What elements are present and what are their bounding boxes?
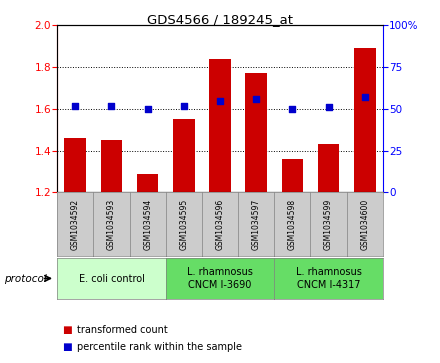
Text: protocol: protocol: [4, 274, 47, 284]
Text: GSM1034600: GSM1034600: [360, 199, 369, 250]
Text: L. rhamnosus
CNCM I-4317: L. rhamnosus CNCM I-4317: [296, 268, 362, 290]
Text: GSM1034598: GSM1034598: [288, 199, 297, 250]
Bar: [246, 73, 267, 192]
Text: E. coli control: E. coli control: [78, 274, 144, 284]
Bar: [282, 159, 303, 192]
Point: [180, 103, 187, 109]
Point: [144, 106, 151, 112]
Bar: [101, 140, 122, 192]
Text: GSM1034593: GSM1034593: [107, 199, 116, 250]
Text: GSM1034596: GSM1034596: [216, 199, 224, 250]
Text: GSM1034594: GSM1034594: [143, 199, 152, 250]
Text: GSM1034595: GSM1034595: [180, 199, 188, 250]
Text: GSM1034599: GSM1034599: [324, 199, 333, 250]
Point: [253, 96, 260, 102]
Point: [361, 94, 368, 100]
Text: ■: ■: [62, 342, 71, 352]
Bar: [64, 138, 86, 192]
Bar: [209, 59, 231, 192]
Bar: [173, 119, 194, 192]
Point: [72, 103, 79, 109]
Bar: [318, 144, 339, 192]
Point: [216, 98, 224, 103]
Point: [325, 104, 332, 110]
Text: GDS4566 / 189245_at: GDS4566 / 189245_at: [147, 13, 293, 26]
Text: GSM1034592: GSM1034592: [71, 199, 80, 250]
Point: [289, 106, 296, 112]
Text: ■: ■: [62, 325, 71, 335]
Text: transformed count: transformed count: [77, 325, 168, 335]
Text: percentile rank within the sample: percentile rank within the sample: [77, 342, 242, 352]
Text: GSM1034597: GSM1034597: [252, 199, 260, 250]
Text: L. rhamnosus
CNCM I-3690: L. rhamnosus CNCM I-3690: [187, 268, 253, 290]
Point: [108, 103, 115, 109]
Bar: [137, 174, 158, 192]
Bar: [354, 48, 376, 192]
